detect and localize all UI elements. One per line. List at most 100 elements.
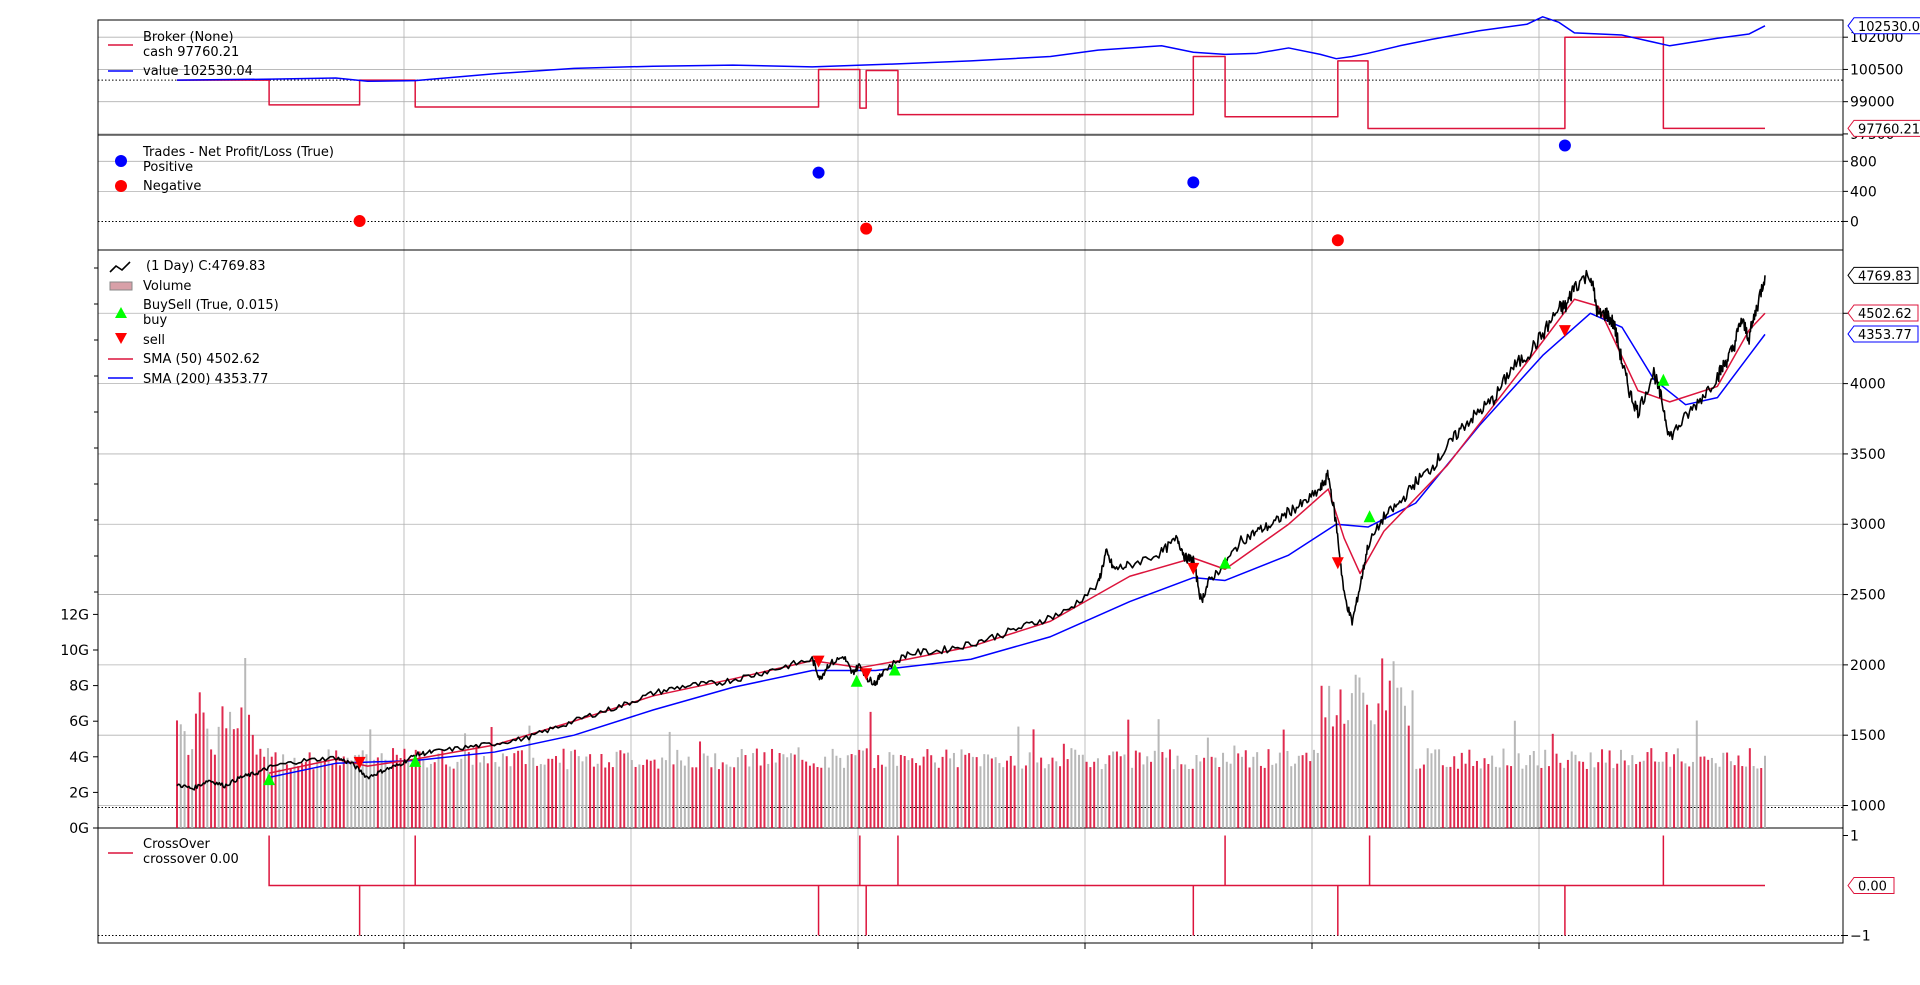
volume-bar	[1691, 761, 1694, 828]
volume-bar	[638, 764, 641, 828]
volume-bar	[520, 750, 523, 828]
volume-bar	[467, 752, 470, 828]
volume-bar	[1676, 748, 1679, 828]
volume-bar	[1009, 755, 1012, 828]
volume-bar	[949, 758, 952, 828]
volume-bar	[608, 762, 611, 828]
volume-bar	[1195, 754, 1198, 828]
volume-bar	[1366, 704, 1369, 828]
volume-bar	[816, 767, 819, 828]
volume-bar	[229, 711, 232, 828]
volume-bar	[392, 748, 395, 828]
volume-bar	[771, 748, 774, 828]
volume-bar	[505, 756, 508, 828]
trade-negative-marker	[860, 222, 873, 235]
volume-bar	[1396, 687, 1399, 828]
volume-bar	[1601, 749, 1604, 828]
trades-legend-title: Trades - Net Profit/Loss (True)	[142, 145, 334, 160]
volume-bar	[1191, 768, 1194, 828]
volume-bar	[403, 748, 406, 828]
volume-bar	[1358, 677, 1361, 828]
volume-bar	[194, 713, 197, 828]
volume-bar	[418, 751, 421, 828]
volume-y-tick-label: 12G	[60, 607, 89, 623]
volume-bar	[1566, 759, 1569, 828]
volume-bar	[627, 752, 630, 828]
volume-bar	[532, 757, 535, 828]
volume-bar	[373, 759, 376, 828]
broker-panel	[108, 16, 1766, 130]
volume-bar	[1582, 761, 1585, 828]
volume-bar	[1741, 766, 1744, 828]
volume-bar	[1657, 761, 1660, 828]
close-value-box-frame	[1847, 266, 1919, 284]
volume-bar	[979, 766, 982, 828]
volume-bar	[1347, 720, 1350, 828]
volume-bar	[1066, 759, 1069, 828]
volume-bar	[1339, 689, 1342, 828]
volume-bar	[623, 753, 626, 828]
volume-bar	[1259, 765, 1262, 828]
volume-bar	[1468, 749, 1471, 828]
volume-y-tick-label: 8G	[69, 679, 89, 695]
volume-bar	[1430, 753, 1433, 828]
volume-bar	[615, 751, 618, 828]
volume-bar	[1422, 764, 1425, 828]
price-y-tick-label: 2000	[1850, 658, 1886, 674]
volume-bar	[1081, 754, 1084, 828]
volume-bar	[725, 764, 728, 828]
volume-bar	[907, 760, 910, 828]
volume-bar	[1627, 765, 1630, 828]
trade-negative-marker	[353, 215, 366, 228]
volume-bar	[774, 762, 777, 828]
buy-marker	[1219, 556, 1232, 569]
volume-bar	[835, 755, 838, 828]
volume-bar	[1426, 748, 1429, 828]
volume-bar	[524, 764, 527, 828]
volume-bar	[331, 763, 334, 828]
volume-bar	[941, 756, 944, 828]
volume-bar	[1411, 690, 1414, 828]
volume-bar	[956, 767, 959, 828]
volume-y-tick-label: 4G	[69, 750, 89, 766]
trades-positive-legend: Positive	[143, 160, 193, 175]
volume-bar	[1134, 750, 1137, 828]
volume-bar	[297, 766, 300, 828]
price-y-tick-label: 2500	[1850, 588, 1886, 604]
volume-bar	[1608, 750, 1611, 828]
volume-bar	[1540, 767, 1543, 828]
volume-bar	[380, 753, 383, 828]
volume-bar	[1703, 756, 1706, 828]
trades-negative-legend: Negative	[143, 179, 201, 194]
volume-bar	[858, 749, 861, 828]
price-y-tick-label: 3500	[1850, 447, 1886, 463]
volume-bar	[668, 731, 671, 828]
buysell-legend-title: BuySell (True, 0.015)	[143, 298, 279, 313]
volume-bar	[1237, 753, 1240, 828]
volume-bar	[1290, 766, 1293, 828]
volume-bar	[179, 724, 182, 828]
price-panel	[108, 261, 1766, 791]
price-y-tick-label: 1500	[1850, 728, 1886, 744]
volume-bar	[869, 711, 872, 828]
legend-layer: Broker (None) cash 97760.21 value 102530…	[142, 30, 334, 867]
volume-bar	[1403, 705, 1406, 828]
volume-bar	[206, 728, 209, 828]
volume-bar	[744, 755, 747, 828]
volume-bar	[691, 767, 694, 828]
crossover-line	[268, 835, 1765, 936]
volume-bar	[1551, 733, 1554, 828]
volume-bar	[1517, 753, 1520, 828]
volume-bar	[1623, 760, 1626, 828]
volume-bar	[1722, 752, 1725, 828]
volume-bar	[1737, 755, 1740, 828]
volume-bar	[354, 755, 357, 828]
crossover-y-tick-label: 1	[1850, 829, 1859, 845]
volume-bar	[498, 766, 501, 828]
volume-bar	[308, 752, 311, 828]
volume-bar	[475, 744, 478, 828]
sell-marker	[860, 668, 873, 681]
volume-bar	[1256, 752, 1259, 828]
volume-legend: Volume	[143, 279, 191, 294]
